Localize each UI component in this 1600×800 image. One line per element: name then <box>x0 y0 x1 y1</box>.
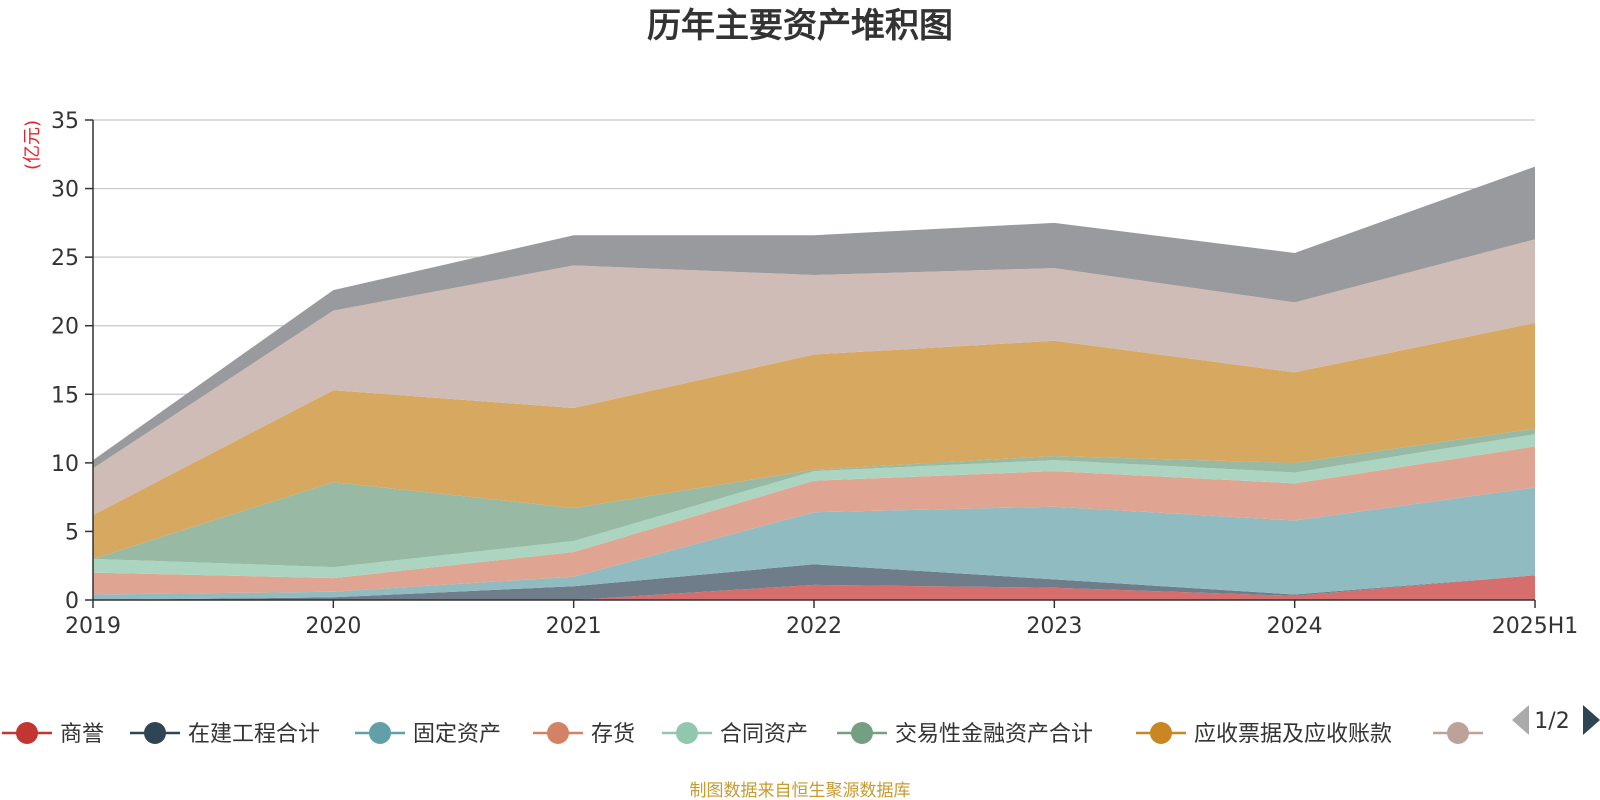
axes: 0 5 10 15 20 25 30 35 2019 2020 2021 2022 2023 2024 20… <box>51 109 1578 639</box>
legend-item[interactable]: 交易性金融资产合计 <box>837 722 1093 747</box>
x-tick-label: 2019 <box>65 614 121 639</box>
legend-circle-marker <box>16 722 38 744</box>
y-axis-unit-label: (亿元) <box>22 120 43 170</box>
x-tick-label: 2024 <box>1267 614 1323 639</box>
area-series <box>93 428 1535 568</box>
legend-page-indicator: 1/2 <box>1534 709 1569 734</box>
legend-item[interactable]: 商誉 <box>2 722 104 747</box>
y-tick-label: 5 <box>65 520 79 545</box>
legend-circle-marker <box>676 722 698 744</box>
legend-circle-marker <box>851 722 873 744</box>
y-tick-label: 20 <box>51 315 79 340</box>
area-series <box>93 487 1535 600</box>
legend-item[interactable] <box>1433 722 1483 744</box>
legend-item[interactable]: 固定资产 <box>355 722 501 747</box>
legend-circle-marker <box>369 722 391 744</box>
legend-label: 交易性金融资产合计 <box>895 722 1093 747</box>
y-tick-label: 25 <box>51 246 79 271</box>
x-tick-label: 2021 <box>546 614 602 639</box>
y-tick-label: 35 <box>51 109 79 134</box>
stacked-areas <box>93 166 1535 600</box>
legend-item[interactable]: 应收票据及应收账款 <box>1136 722 1392 747</box>
legend: 商誉 在建工程合计 固定资产 存货 合同资产 交易性金融资产合计 应收票据及应收账款 <box>2 722 1483 747</box>
legend-next-page-arrow-icon[interactable] <box>1583 705 1600 735</box>
y-tick-label: 30 <box>51 178 79 203</box>
legend-label: 合同资产 <box>720 722 808 747</box>
legend-item[interactable]: 合同资产 <box>662 722 808 747</box>
x-tick-label: 2020 <box>305 614 361 639</box>
legend-circle-marker <box>547 722 569 744</box>
area-series <box>93 239 1535 516</box>
area-series <box>93 323 1535 559</box>
x-tick-label: 2025H1 <box>1492 614 1579 639</box>
legend-circle-marker <box>1150 722 1172 744</box>
area-series <box>93 446 1535 595</box>
legend-circle-marker <box>1447 722 1469 744</box>
area-series <box>93 434 1535 579</box>
area-series <box>93 575 1535 600</box>
legend-item[interactable]: 存货 <box>533 722 635 747</box>
y-tick-label: 15 <box>51 383 79 408</box>
legend-label: 存货 <box>591 722 635 747</box>
x-tick-label: 2023 <box>1026 614 1082 639</box>
legend-label: 商誉 <box>60 722 104 747</box>
y-tick-label: 10 <box>51 452 79 477</box>
legend-label: 固定资产 <box>413 722 501 747</box>
y-tick-label: 0 <box>65 589 79 614</box>
legend-item[interactable]: 在建工程合计 <box>130 722 320 747</box>
legend-pager: 1/2 <box>1512 705 1600 735</box>
data-source-note: 制图数据来自恒生聚源数据库 <box>690 781 911 800</box>
area-series <box>93 564 1535 600</box>
area-series <box>93 166 1535 469</box>
legend-label: 在建工程合计 <box>188 722 320 747</box>
x-tick-label: 2022 <box>786 614 842 639</box>
legend-circle-marker <box>144 722 166 744</box>
legend-label: 应收票据及应收账款 <box>1194 722 1392 747</box>
chart-title: 历年主要资产堆积图 <box>647 6 953 46</box>
legend-prev-page-arrow-icon[interactable] <box>1512 705 1529 735</box>
